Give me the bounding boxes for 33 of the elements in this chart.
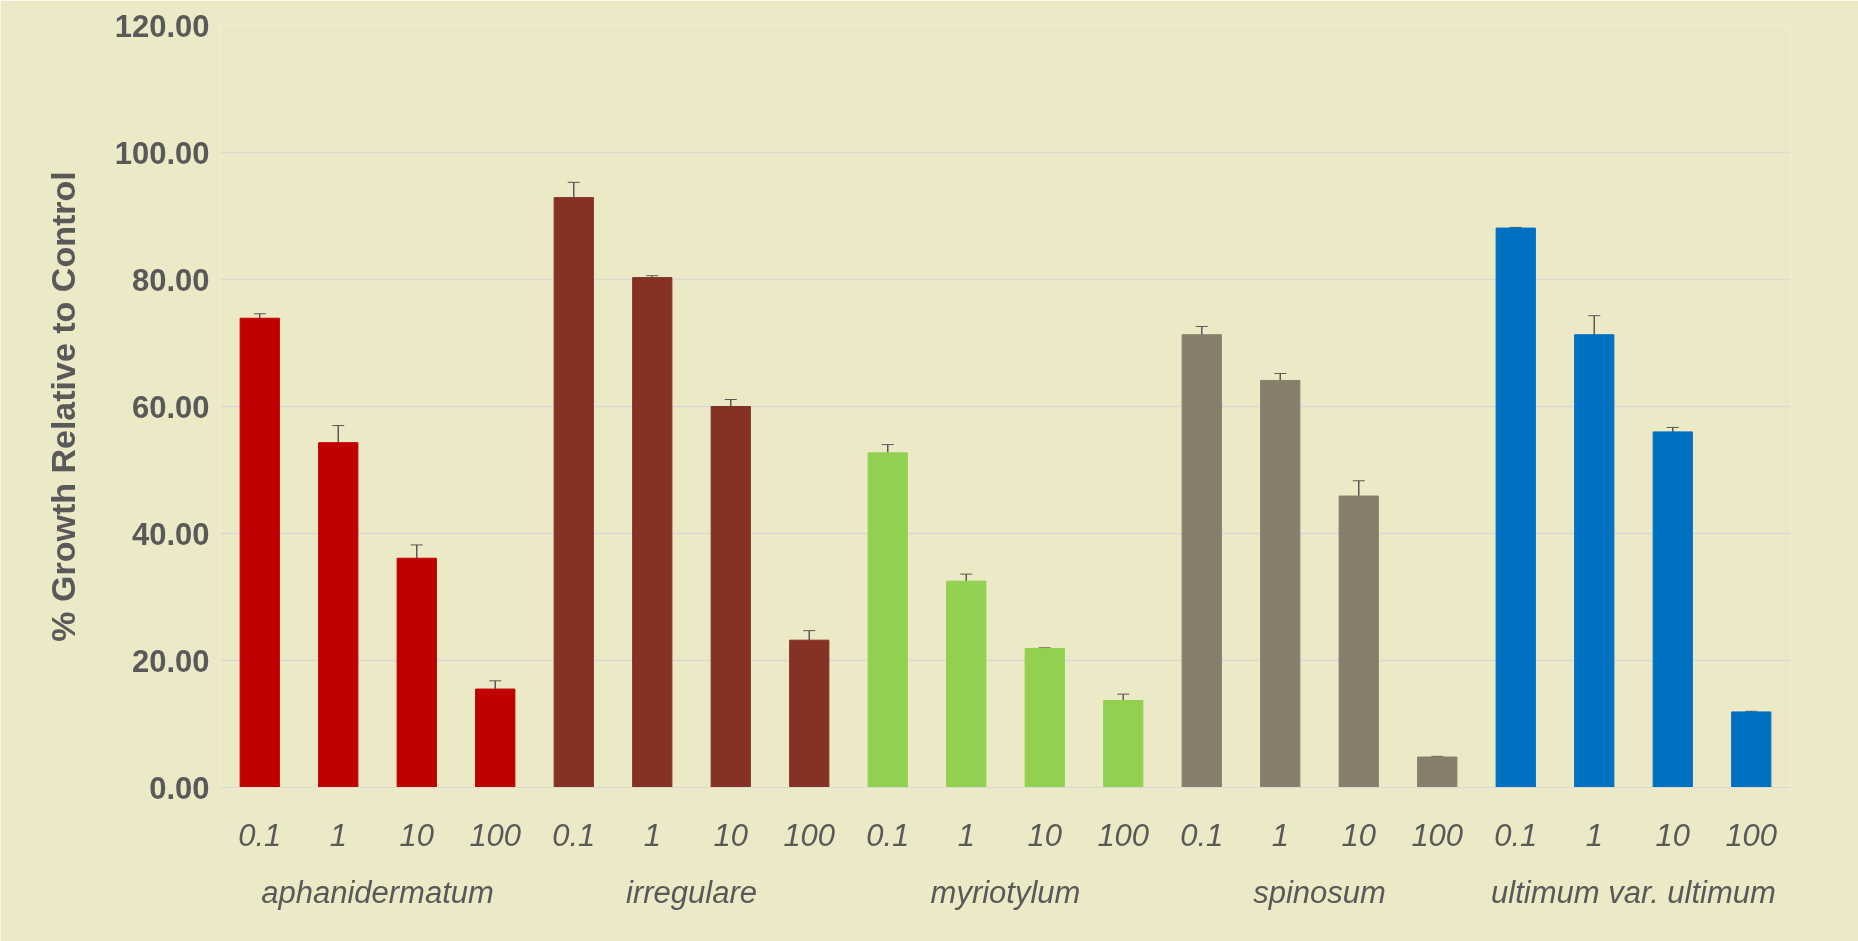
- x-tick-label: 1: [1271, 817, 1289, 853]
- text: spinosum: [1253, 874, 1386, 910]
- text: irregulare: [626, 874, 757, 910]
- x-tick-label: 0.1: [238, 817, 282, 853]
- text: ultimum var. ultimum: [1491, 874, 1776, 910]
- y-tick-label: 20.00: [131, 643, 210, 679]
- x-tick-label: 0.1: [552, 817, 596, 853]
- y-tick-label: 120.00: [114, 8, 210, 44]
- y-tick-label: 100.00: [114, 135, 210, 171]
- x-tick-label: 100: [1725, 817, 1778, 853]
- y-tick-label: 60.00: [131, 389, 210, 425]
- x-tick-label: 1: [643, 817, 661, 853]
- x-tick-label: 10: [1027, 817, 1062, 853]
- x-tick-label: 1: [957, 817, 975, 853]
- y-axis-title: % Growth Relative to Control: [43, 171, 82, 642]
- x-tick-label: 10: [713, 817, 748, 853]
- x-tick-label: 0.1: [1180, 817, 1224, 853]
- x-tick-label: 100: [1097, 817, 1150, 853]
- x-tick-label: 10: [1341, 817, 1376, 853]
- x-tick-label: 10: [1655, 817, 1690, 853]
- text: aphanidermatum: [261, 874, 494, 910]
- x-tick-label: 0.1: [1494, 817, 1538, 853]
- x-tick-label: 100: [469, 817, 522, 853]
- y-tick-label: 80.00: [131, 262, 210, 298]
- x-tick-label: 1: [329, 817, 347, 853]
- x-tick-label: 1: [1585, 817, 1603, 853]
- x-tick-label: 100: [783, 817, 836, 853]
- y-tick-label: 0.00: [149, 770, 210, 806]
- y-tick-label: 40.00: [131, 516, 210, 552]
- x-tick-label: 100: [1411, 817, 1464, 853]
- text: myriotylum: [930, 874, 1081, 910]
- x-tick-label: 0.1: [866, 817, 910, 853]
- x-tick-label: 10: [399, 817, 434, 853]
